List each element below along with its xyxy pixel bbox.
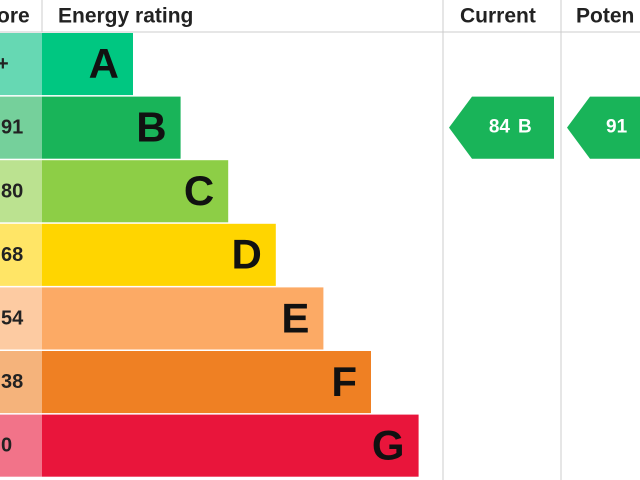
rating-header: Energy rating	[58, 5, 193, 28]
band-bar	[42, 223, 276, 286]
band-bar	[42, 96, 181, 159]
score-range: 80	[1, 180, 23, 202]
potential-header: Poten	[576, 5, 634, 28]
score-cell	[0, 160, 42, 223]
score-cell	[0, 33, 42, 96]
band-letter: G	[372, 421, 405, 468]
score-range: +	[0, 53, 9, 75]
band-bar	[42, 160, 229, 223]
band-letter: B	[136, 103, 166, 150]
current-value: 84	[489, 117, 511, 138]
band-letter: A	[89, 40, 119, 87]
score-cell	[0, 351, 42, 414]
band-bar	[42, 414, 419, 477]
band-bar	[42, 351, 371, 414]
score-cell	[0, 96, 42, 159]
potential-value: 91	[606, 117, 628, 138]
current-letter: B	[518, 117, 532, 138]
band-bar	[42, 33, 133, 96]
band-letter: D	[231, 231, 261, 278]
current-header: Current	[460, 5, 536, 28]
score-range: 54	[1, 307, 24, 329]
band-bar	[42, 287, 324, 350]
score-cell	[0, 287, 42, 350]
band-letter: C	[184, 167, 214, 214]
score-range: 38	[1, 371, 23, 393]
score-cell	[0, 223, 42, 286]
score-header: ore	[0, 5, 30, 28]
score-range: 0	[1, 435, 12, 457]
score-range: 68	[1, 244, 23, 266]
score-cell	[0, 414, 42, 477]
band-letter: E	[281, 294, 309, 341]
current-arrow	[449, 96, 554, 159]
potential-arrow	[567, 96, 640, 159]
score-range: 91	[1, 117, 23, 139]
band-letter: F	[331, 358, 357, 405]
